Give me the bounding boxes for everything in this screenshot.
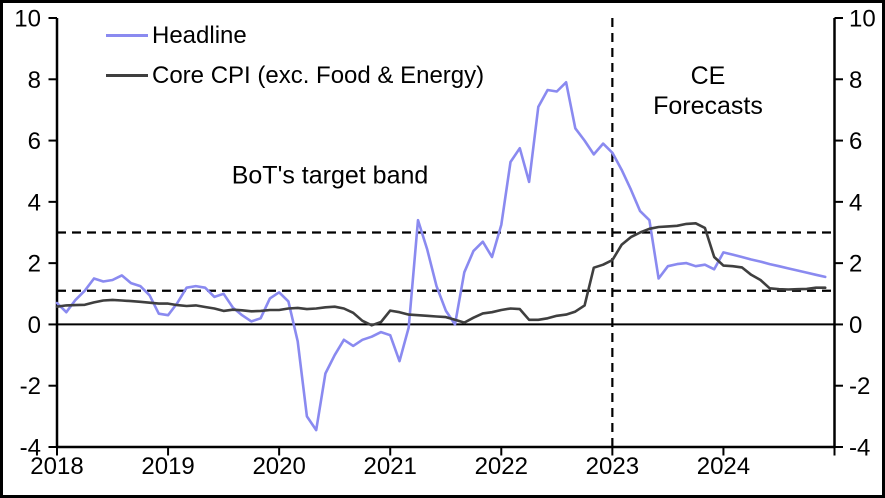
legend-label-headline: Headline (152, 22, 247, 49)
x-axis-label: 2019 (141, 453, 194, 480)
y-axis-label-left: -4 (20, 435, 41, 462)
x-axis-label: 2022 (475, 453, 528, 480)
core-cpi-series-line (55, 222, 827, 327)
y-axis-label-right: 0 (849, 312, 862, 339)
y-axis-label-right: -2 (849, 373, 870, 400)
x-axis-label: 2023 (586, 453, 639, 480)
y-axis-label-left: 4 (28, 189, 41, 216)
legend-swatch-headline (106, 34, 148, 37)
legend-swatch-core-cpi (106, 74, 148, 77)
y-axis-label-right: 4 (849, 189, 862, 216)
y-axis-label-left: -2 (20, 373, 41, 400)
x-axis-label: 2021 (364, 453, 417, 480)
y-axis-label-right: 10 (849, 6, 876, 33)
x-axis-label: 2020 (252, 453, 305, 480)
y-axis-label-right: 2 (849, 251, 862, 278)
y-axis-label-left: 6 (28, 128, 41, 155)
headline-series-line (55, 81, 827, 432)
annotation-target-band: BoT's target band (231, 161, 429, 190)
y-axis-label-right: 6 (849, 128, 862, 155)
y-axis-label-left: 2 (28, 251, 41, 278)
x-axis-label: 2018 (30, 453, 83, 480)
y-axis-label-left: 8 (28, 67, 41, 94)
y-axis-label-right: 8 (849, 67, 862, 94)
legend-label-core-cpi: Core CPI (exc. Food & Energy) (152, 62, 485, 89)
y-axis-label-left: 10 (14, 6, 41, 33)
x-axis-label: 2024 (697, 453, 750, 480)
y-axis-label-left: 0 (28, 312, 41, 339)
y-axis-label-right: -4 (849, 435, 870, 462)
annotation-ce-forecasts: CE Forecasts (653, 62, 763, 120)
